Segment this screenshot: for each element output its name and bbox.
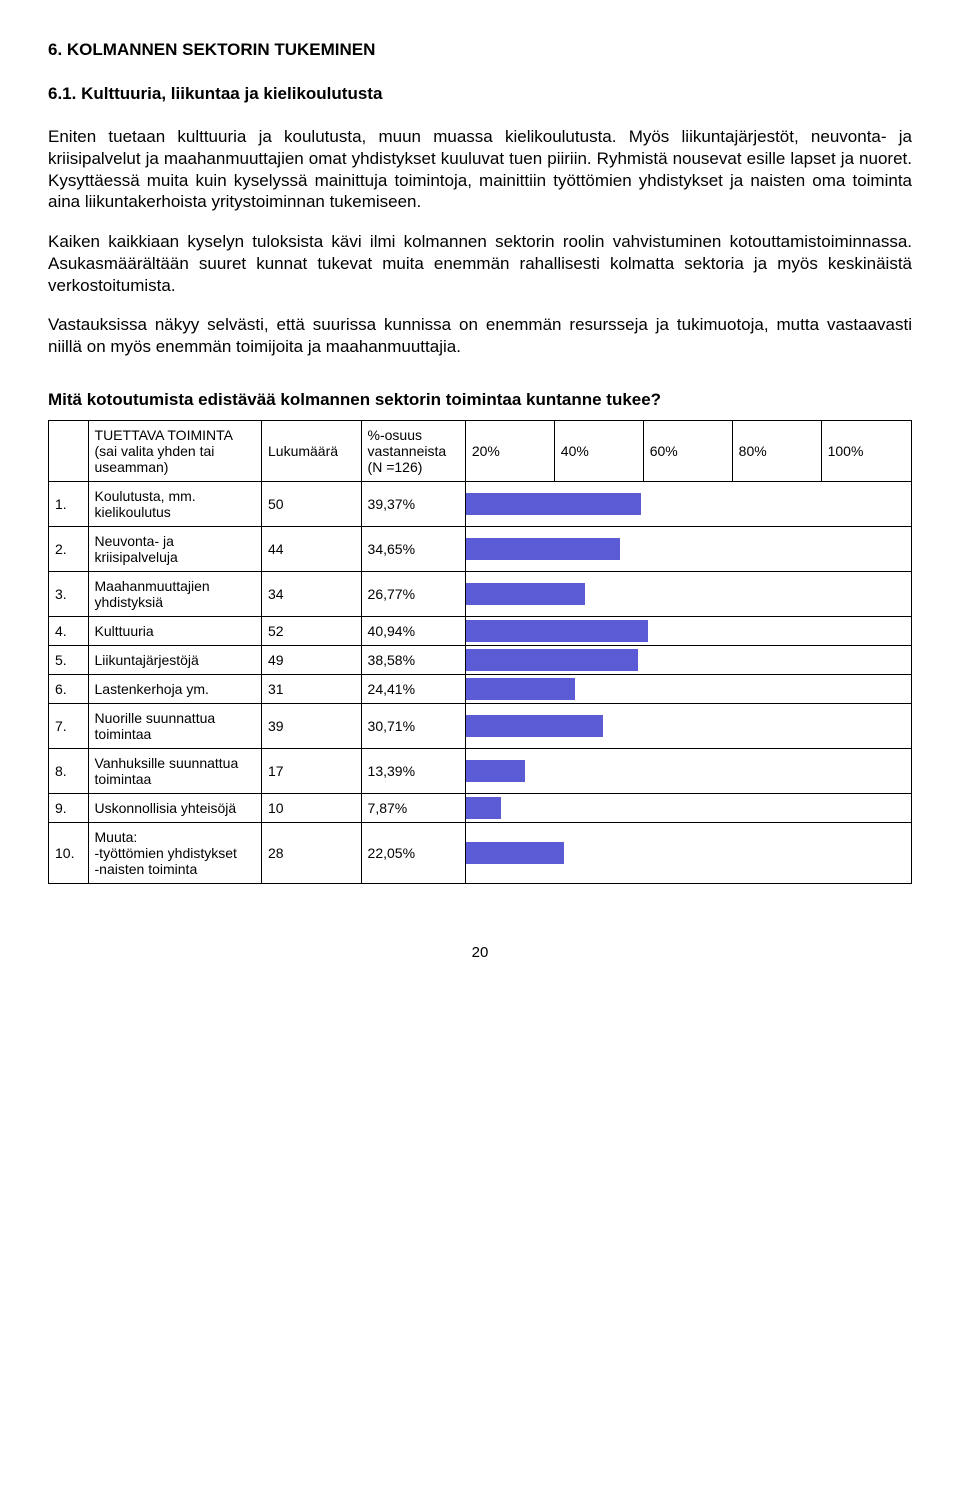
bar-fill	[466, 493, 641, 515]
row-pct: 22,05%	[361, 822, 465, 883]
row-count: 50	[262, 481, 362, 526]
table-row: 9.Uskonnollisia yhteisöjä107,87%	[49, 793, 912, 822]
header-label: TUETTAVA TOIMINTA (sai valita yhden tai …	[88, 420, 261, 481]
table-row: 5.Liikuntajärjestöjä4938,58%	[49, 645, 912, 674]
row-number: 6.	[49, 674, 89, 703]
row-label: Muuta: -työttömien yhdistykset -naisten …	[88, 822, 261, 883]
table-row: 7.Nuorille suunnattua toimintaa3930,71%	[49, 703, 912, 748]
row-number: 8.	[49, 748, 89, 793]
page-number: 20	[48, 944, 912, 961]
row-bar-cell	[465, 481, 911, 526]
row-count: 49	[262, 645, 362, 674]
row-count: 39	[262, 703, 362, 748]
row-number: 1.	[49, 481, 89, 526]
row-label: Lastenkerhoja ym.	[88, 674, 261, 703]
header-tick-60: 60%	[643, 420, 732, 481]
row-bar-cell	[465, 748, 911, 793]
bar-fill	[466, 842, 564, 864]
header-tick-20: 20%	[465, 420, 554, 481]
row-bar-cell	[465, 822, 911, 883]
row-number: 10.	[49, 822, 89, 883]
header-pct: %-osuus vastanneista (N =126)	[361, 420, 465, 481]
row-number: 5.	[49, 645, 89, 674]
row-label: Neuvonta- ja kriisipalveluja	[88, 526, 261, 571]
row-count: 31	[262, 674, 362, 703]
paragraph: Eniten tuetaan kulttuuria ja koulutusta,…	[48, 126, 912, 213]
row-pct: 30,71%	[361, 703, 465, 748]
row-bar-cell	[465, 526, 911, 571]
row-label: Kulttuuria	[88, 616, 261, 645]
table-row: 1.Koulutusta, mm. kielikoulutus5039,37%	[49, 481, 912, 526]
bar-fill	[466, 715, 603, 737]
table-row: 2.Neuvonta- ja kriisipalveluja4434,65%	[49, 526, 912, 571]
row-number: 9.	[49, 793, 89, 822]
row-count: 34	[262, 571, 362, 616]
row-label: Liikuntajärjestöjä	[88, 645, 261, 674]
header-tick-40: 40%	[554, 420, 643, 481]
table-row: 4.Kulttuuria5240,94%	[49, 616, 912, 645]
row-bar-cell	[465, 793, 911, 822]
row-pct: 26,77%	[361, 571, 465, 616]
header-count: Lukumäärä	[262, 420, 362, 481]
bar-fill	[466, 583, 585, 605]
table-header-row: TUETTAVA TOIMINTA (sai valita yhden tai …	[49, 420, 912, 481]
row-count: 52	[262, 616, 362, 645]
row-label: Uskonnollisia yhteisöjä	[88, 793, 261, 822]
row-pct: 24,41%	[361, 674, 465, 703]
row-number: 7.	[49, 703, 89, 748]
row-count: 28	[262, 822, 362, 883]
table-row: 3.Maahanmuuttajien yhdistyksiä3426,77%	[49, 571, 912, 616]
paragraph: Kaiken kaikkiaan kyselyn tuloksista kävi…	[48, 231, 912, 296]
row-pct: 13,39%	[361, 748, 465, 793]
table-row: 6.Lastenkerhoja ym.3124,41%	[49, 674, 912, 703]
row-bar-cell	[465, 571, 911, 616]
section-subheading: 6.1. Kulttuuria, liikuntaa ja kielikoulu…	[48, 84, 912, 104]
row-pct: 34,65%	[361, 526, 465, 571]
header-blank	[49, 420, 89, 481]
row-count: 17	[262, 748, 362, 793]
row-label: Koulutusta, mm. kielikoulutus	[88, 481, 261, 526]
bar-fill	[466, 620, 648, 642]
row-bar-cell	[465, 645, 911, 674]
header-tick-100: 100%	[821, 420, 911, 481]
bar-fill	[466, 678, 575, 700]
row-bar-cell	[465, 703, 911, 748]
supported-activities-table: TUETTAVA TOIMINTA (sai valita yhden tai …	[48, 420, 912, 884]
row-pct: 7,87%	[361, 793, 465, 822]
table-question: Mitä kotoutumista edistävää kolmannen se…	[48, 390, 912, 410]
table-row: 10.Muuta: -työttömien yhdistykset -naist…	[49, 822, 912, 883]
bar-fill	[466, 760, 526, 782]
bar-fill	[466, 538, 620, 560]
section-heading: 6. KOLMANNEN SEKTORIN TUKEMINEN	[48, 40, 912, 60]
paragraph: Vastauksissa näkyy selvästi, että suuris…	[48, 314, 912, 358]
row-number: 4.	[49, 616, 89, 645]
row-count: 44	[262, 526, 362, 571]
row-number: 2.	[49, 526, 89, 571]
row-number: 3.	[49, 571, 89, 616]
row-count: 10	[262, 793, 362, 822]
row-label: Maahanmuuttajien yhdistyksiä	[88, 571, 261, 616]
row-bar-cell	[465, 616, 911, 645]
row-bar-cell	[465, 674, 911, 703]
row-label: Vanhuksille suunnattua toimintaa	[88, 748, 261, 793]
header-tick-80: 80%	[732, 420, 821, 481]
bar-fill	[466, 649, 638, 671]
row-label: Nuorille suunnattua toimintaa	[88, 703, 261, 748]
bar-fill	[466, 797, 501, 819]
table-row: 8.Vanhuksille suunnattua toimintaa1713,3…	[49, 748, 912, 793]
row-pct: 40,94%	[361, 616, 465, 645]
row-pct: 38,58%	[361, 645, 465, 674]
row-pct: 39,37%	[361, 481, 465, 526]
